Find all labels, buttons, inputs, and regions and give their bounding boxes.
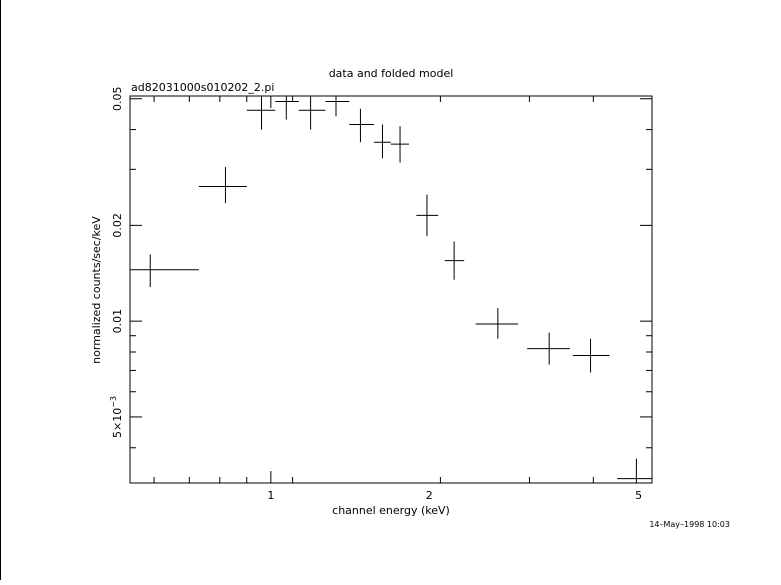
data-point bbox=[416, 194, 439, 237]
left-border bbox=[0, 0, 1, 580]
chart-title: data and folded model bbox=[329, 67, 454, 80]
timestamp: 14–May–1998 10:03 bbox=[649, 520, 730, 529]
data-point bbox=[373, 124, 391, 159]
data-point bbox=[617, 458, 652, 483]
y-axis-label: normalized counts/sec/keV bbox=[90, 216, 103, 364]
y-tick-label: 0.02 bbox=[111, 213, 124, 238]
chart-subtitle: ad82031000s010202_2.pi bbox=[131, 81, 274, 94]
data-point bbox=[130, 254, 199, 288]
tick-marks bbox=[130, 96, 652, 483]
tick-labels: 1 2 5 5×10−3 0.01 0.02 0.05 bbox=[109, 86, 642, 502]
data-point bbox=[572, 338, 610, 373]
data-point bbox=[390, 126, 409, 163]
plot-frame bbox=[129, 95, 653, 484]
data-point bbox=[527, 332, 570, 365]
data-points bbox=[130, 96, 652, 483]
y-tick-label: 0.05 bbox=[111, 86, 124, 111]
data-point bbox=[444, 241, 465, 280]
data-point bbox=[275, 96, 299, 120]
data-point bbox=[198, 167, 247, 204]
x-axis-label: channel energy (keV) bbox=[332, 504, 450, 517]
data-point bbox=[246, 96, 276, 130]
data-point bbox=[349, 108, 374, 143]
data-point bbox=[325, 96, 350, 117]
x-tick-label: 2 bbox=[426, 489, 433, 502]
data-point bbox=[298, 96, 326, 130]
y-tick-label: 0.01 bbox=[111, 309, 124, 334]
y-tick-label: 5×10−3 bbox=[109, 396, 124, 438]
x-tick-label: 1 bbox=[267, 489, 274, 502]
data-point bbox=[475, 307, 519, 339]
x-tick-label: 5 bbox=[635, 489, 642, 502]
y-tick-exponent: −3 bbox=[109, 396, 118, 408]
